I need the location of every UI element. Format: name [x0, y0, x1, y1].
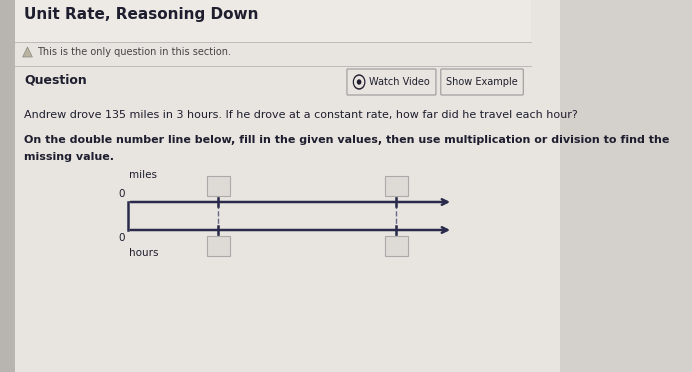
Bar	[207, 176, 230, 196]
Text: missing value.: missing value.	[24, 152, 114, 162]
Text: miles: miles	[129, 170, 157, 180]
Text: hours: hours	[129, 248, 159, 258]
Text: Watch Video: Watch Video	[369, 77, 430, 87]
Bar	[0, 0, 15, 372]
Text: Show Example: Show Example	[446, 77, 518, 87]
Circle shape	[358, 80, 361, 84]
Text: This is the only question in this section.: This is the only question in this sectio…	[37, 47, 231, 57]
FancyBboxPatch shape	[347, 69, 436, 95]
Bar	[15, 0, 531, 42]
Text: 0: 0	[118, 189, 125, 199]
Text: Andrew drove 135 miles in 3 hours. If he drove at a constant rate, how far did h: Andrew drove 135 miles in 3 hours. If he…	[24, 110, 578, 120]
Circle shape	[354, 75, 365, 89]
Bar	[207, 236, 230, 256]
FancyBboxPatch shape	[441, 69, 523, 95]
Bar	[385, 176, 408, 196]
Text: 0: 0	[118, 233, 125, 243]
Text: On the double number line below, fill in the given values, then use multiplicati: On the double number line below, fill in…	[24, 135, 670, 145]
Bar	[531, 0, 560, 372]
Circle shape	[354, 77, 363, 87]
Text: Unit Rate, Reasoning Down: Unit Rate, Reasoning Down	[24, 6, 259, 22]
Polygon shape	[23, 47, 33, 57]
Bar	[385, 236, 408, 256]
Text: Question: Question	[24, 74, 87, 87]
